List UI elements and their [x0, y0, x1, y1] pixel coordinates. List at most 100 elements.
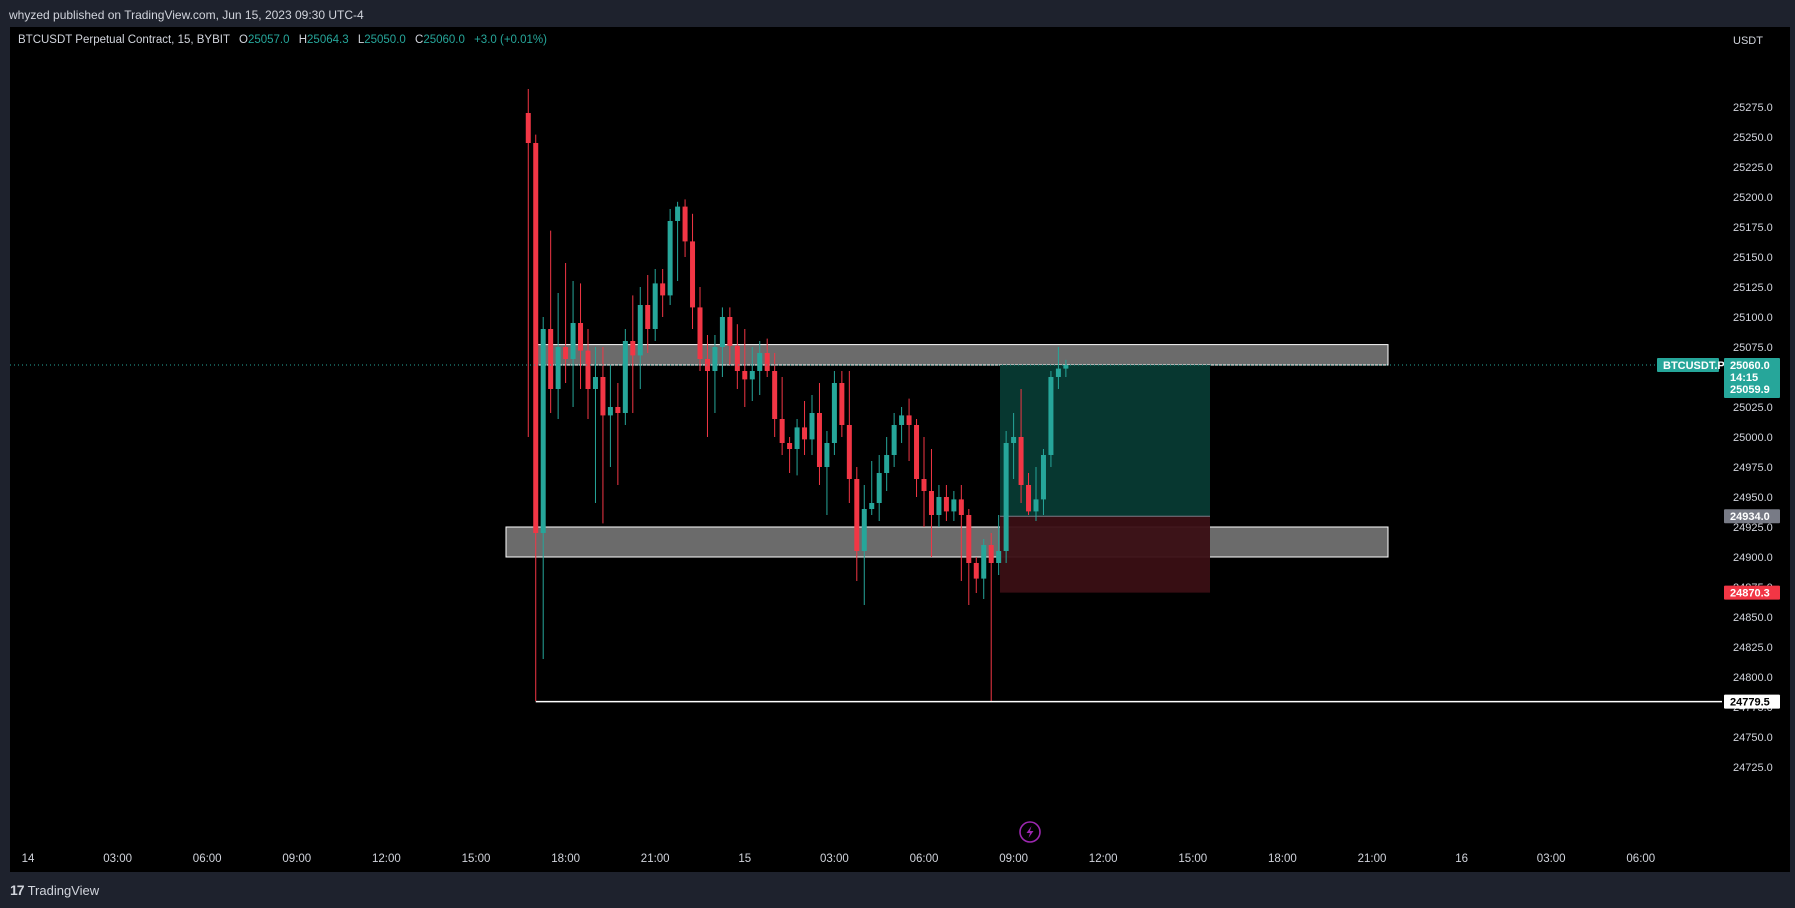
- candle-body[interactable]: [764, 353, 770, 371]
- candle-body[interactable]: [734, 345, 740, 371]
- candle-body[interactable]: [831, 383, 837, 443]
- candle-body[interactable]: [607, 407, 613, 416]
- time-tick-label: 21:00: [641, 853, 670, 865]
- candle-body[interactable]: [652, 283, 658, 329]
- price-tick-label: 24950.0: [1733, 492, 1773, 504]
- candle-body[interactable]: [563, 347, 569, 359]
- candle-body[interactable]: [630, 341, 636, 356]
- candle-body[interactable]: [585, 350, 591, 389]
- candle-body[interactable]: [884, 455, 890, 473]
- candle-body[interactable]: [936, 497, 942, 515]
- candle-body[interactable]: [966, 515, 972, 563]
- loss-zone[interactable]: [1000, 516, 1210, 593]
- candle-body[interactable]: [891, 425, 897, 455]
- chart-area[interactable]: [10, 27, 1790, 872]
- candle-body[interactable]: [899, 415, 905, 425]
- candle-body[interactable]: [592, 377, 598, 389]
- candle-body[interactable]: [869, 503, 875, 509]
- stop-price-tag: 24870.3: [1724, 585, 1780, 600]
- candle-body[interactable]: [600, 377, 606, 416]
- candle-body[interactable]: [854, 479, 860, 551]
- currency-label: USDT: [1733, 35, 1763, 47]
- candle-body[interactable]: [712, 347, 718, 371]
- candle-body[interactable]: [704, 359, 710, 371]
- candle-body[interactable]: [1033, 499, 1039, 512]
- candle-body[interactable]: [533, 143, 539, 533]
- candle-body[interactable]: [1063, 365, 1069, 369]
- published-text: whyzed published on TradingView.com, Jun…: [9, 8, 364, 22]
- candle-body[interactable]: [727, 317, 733, 346]
- candle-body[interactable]: [749, 371, 755, 380]
- price-tick-label: 24725.0: [1733, 762, 1773, 774]
- candle-body[interactable]: [622, 341, 628, 413]
- candle-body[interactable]: [794, 427, 800, 449]
- profit-zone[interactable]: [1000, 365, 1210, 517]
- price-zone-box[interactable]: [505, 526, 1389, 558]
- time-tick-label: 12:00: [372, 853, 401, 865]
- candle-body[interactable]: [667, 221, 673, 296]
- candle-body[interactable]: [846, 425, 852, 479]
- time-tick-label: 12:00: [1089, 853, 1118, 865]
- candle-body[interactable]: [1055, 368, 1061, 377]
- symbol-legend: BTCUSDT Perpetual Contract, 15, BYBIT O2…: [18, 34, 547, 46]
- candle-body[interactable]: [555, 347, 561, 389]
- candle-body[interactable]: [570, 323, 576, 359]
- legend-close-label: C: [415, 34, 424, 46]
- legend-high-value: 25064.3: [307, 34, 349, 46]
- candle-body[interactable]: [988, 545, 994, 563]
- legend-close-value: 25060.0: [423, 34, 465, 46]
- lightning-icon[interactable]: [1019, 821, 1041, 843]
- candle-body[interactable]: [1011, 437, 1017, 443]
- candle-body[interactable]: [824, 443, 830, 467]
- candle-body[interactable]: [1026, 485, 1032, 512]
- candle-body[interactable]: [548, 329, 554, 389]
- candle-body[interactable]: [861, 509, 867, 551]
- candle-body[interactable]: [787, 443, 793, 449]
- candle-body[interactable]: [816, 413, 822, 467]
- candle-body[interactable]: [757, 353, 763, 371]
- candle-body[interactable]: [682, 206, 688, 242]
- price-zone-box[interactable]: [536, 344, 1389, 366]
- candle-body[interactable]: [719, 317, 725, 347]
- candle-body[interactable]: [809, 413, 815, 440]
- tradingview-logo[interactable]: 17 TradingView: [10, 882, 99, 898]
- candle-body[interactable]: [1048, 377, 1054, 455]
- time-tick-label: 06:00: [1626, 853, 1655, 865]
- last-price-tag-text: 25059.9: [1730, 384, 1770, 396]
- candle-body[interactable]: [943, 497, 949, 512]
- candle-body[interactable]: [637, 305, 643, 356]
- candle-body[interactable]: [928, 491, 934, 515]
- candle-body[interactable]: [1018, 437, 1024, 485]
- candle-body[interactable]: [742, 371, 748, 380]
- candle-body[interactable]: [772, 371, 778, 419]
- candle-body[interactable]: [578, 323, 584, 351]
- candle-body[interactable]: [1003, 443, 1009, 551]
- candle-body[interactable]: [839, 383, 845, 425]
- legend-low-label: L: [357, 34, 365, 46]
- candle-body[interactable]: [675, 206, 681, 221]
- candle-body[interactable]: [690, 241, 696, 308]
- price-tick-label: 25100.0: [1733, 312, 1773, 324]
- candle-body[interactable]: [906, 415, 912, 425]
- candle-body[interactable]: [951, 499, 957, 512]
- candle-body[interactable]: [1040, 455, 1046, 500]
- candle-body[interactable]: [645, 305, 651, 329]
- zones-layer: [505, 344, 1389, 558]
- candle-body[interactable]: [697, 307, 703, 359]
- candle-body[interactable]: [876, 473, 882, 503]
- candle-body[interactable]: [802, 427, 808, 440]
- candle-body[interactable]: [525, 113, 531, 143]
- candle-body[interactable]: [981, 545, 987, 579]
- candle-body[interactable]: [615, 407, 621, 413]
- candle-body[interactable]: [973, 563, 979, 579]
- candle-body[interactable]: [779, 419, 785, 443]
- legend-change: +3.0 (+0.01%): [474, 34, 547, 46]
- candle-body[interactable]: [958, 499, 964, 515]
- candle-body[interactable]: [914, 425, 920, 479]
- candle-body[interactable]: [996, 551, 1002, 563]
- price-tick-label: 24900.0: [1733, 552, 1773, 564]
- candle-body[interactable]: [660, 283, 666, 296]
- candle-body[interactable]: [540, 329, 546, 533]
- candle-body[interactable]: [921, 479, 927, 491]
